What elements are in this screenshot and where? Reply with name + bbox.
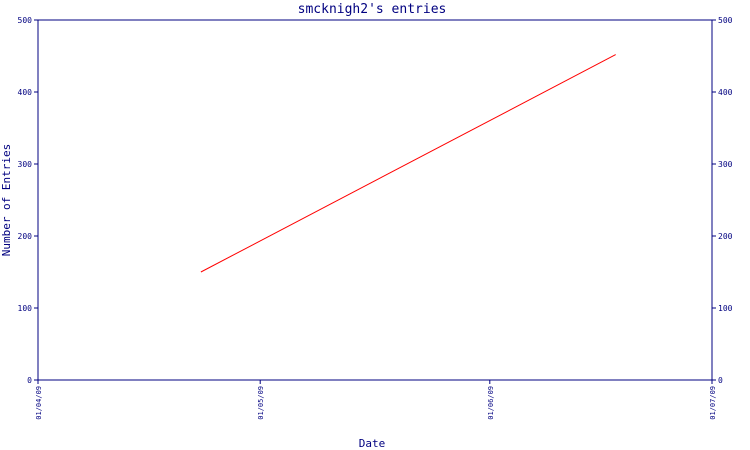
y-axis-title: Number of Entries (0, 144, 13, 257)
chart-title: smcknigh2's entries (298, 2, 447, 17)
x-tick-label: 01/04/09 (35, 386, 43, 420)
y-tick-right-label: 500 (718, 16, 733, 25)
y-tick-left-label: 200 (18, 232, 33, 241)
y-axis-right: 0 100 200 300 400 500 (712, 16, 733, 385)
y-tick-right-label: 200 (718, 232, 733, 241)
y-tick-right-label: 100 (718, 304, 733, 313)
y-tick-left-label: 500 (18, 16, 33, 25)
y-axis-left: 0 100 200 300 400 500 (18, 16, 38, 385)
series-line (200, 54, 616, 273)
y-tick-right-label: 300 (718, 160, 733, 169)
y-tick-left-label: 300 (18, 160, 33, 169)
x-tick-label: 01/05/09 (257, 386, 265, 420)
y-tick-right-label: 0 (718, 376, 723, 385)
x-tick-label: 01/07/09 (709, 386, 717, 420)
series-layer (200, 54, 616, 273)
y-tick-left-label: 100 (18, 304, 33, 313)
x-axis: 01/04/09 01/05/09 01/06/09 01/07/09 (35, 380, 717, 420)
x-tick-label: 01/06/09 (487, 386, 495, 420)
y-tick-left-label: 400 (18, 88, 33, 97)
y-tick-right-label: 400 (718, 88, 733, 97)
plot-frame (37, 19, 713, 381)
y-tick-left-label: 0 (27, 376, 32, 385)
x-axis-title: Date (359, 437, 386, 450)
